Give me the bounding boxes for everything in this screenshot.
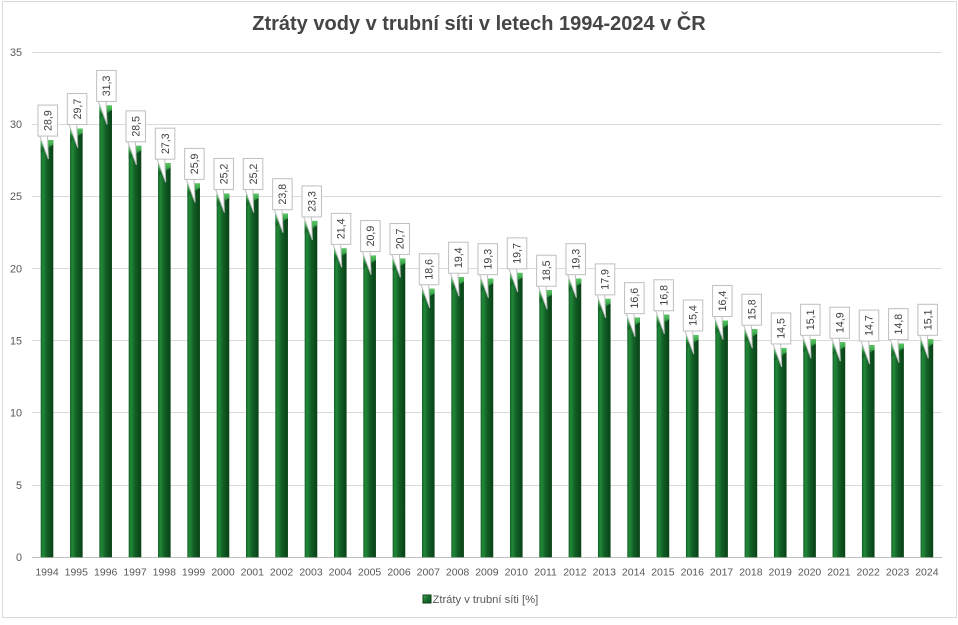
svg-text:0: 0 [16, 552, 22, 564]
svg-text:16,6: 16,6 [629, 288, 641, 309]
svg-text:20: 20 [10, 263, 22, 275]
svg-text:10: 10 [10, 408, 22, 420]
svg-text:1994: 1994 [35, 567, 59, 579]
svg-text:14,8: 14,8 [893, 314, 905, 335]
svg-text:14,7: 14,7 [864, 315, 876, 336]
svg-text:30: 30 [10, 119, 22, 131]
svg-text:19,3: 19,3 [482, 249, 494, 270]
svg-text:Ztráty vody v trubní síti v le: Ztráty vody v trubní síti v letech 1994-… [252, 11, 706, 35]
svg-text:19,3: 19,3 [570, 249, 582, 270]
svg-text:20,7: 20,7 [394, 229, 406, 250]
svg-text:15: 15 [10, 336, 22, 348]
svg-text:2016: 2016 [681, 567, 705, 579]
svg-text:15,8: 15,8 [746, 299, 758, 320]
svg-text:20,9: 20,9 [365, 226, 377, 247]
svg-text:2010: 2010 [505, 567, 529, 579]
svg-text:23,3: 23,3 [306, 191, 318, 212]
svg-text:25,2: 25,2 [248, 164, 260, 185]
svg-text:35: 35 [10, 47, 22, 59]
svg-text:25,9: 25,9 [189, 153, 201, 174]
svg-text:2009: 2009 [475, 567, 499, 579]
svg-text:2018: 2018 [739, 567, 763, 579]
svg-text:5: 5 [16, 480, 22, 492]
svg-text:15,4: 15,4 [688, 305, 700, 326]
svg-text:2014: 2014 [622, 567, 646, 579]
svg-text:1998: 1998 [153, 567, 177, 579]
svg-text:27,3: 27,3 [160, 133, 172, 154]
svg-text:14,9: 14,9 [834, 312, 846, 333]
svg-text:2003: 2003 [299, 567, 323, 579]
svg-text:17,9: 17,9 [600, 269, 612, 290]
svg-text:28,5: 28,5 [130, 116, 142, 137]
svg-text:31,3: 31,3 [101, 76, 113, 97]
svg-text:2008: 2008 [446, 567, 470, 579]
svg-text:2007: 2007 [417, 567, 441, 579]
svg-text:18,6: 18,6 [424, 259, 436, 280]
svg-text:29,7: 29,7 [72, 99, 84, 120]
svg-text:2023: 2023 [886, 567, 910, 579]
svg-text:Ztráty v trubní síti [%]: Ztráty v trubní síti [%] [433, 594, 539, 606]
svg-text:16,8: 16,8 [658, 285, 670, 306]
svg-text:2000: 2000 [211, 567, 235, 579]
svg-text:16,4: 16,4 [717, 291, 729, 312]
svg-text:2005: 2005 [358, 567, 382, 579]
svg-text:2013: 2013 [593, 567, 617, 579]
svg-text:15,1: 15,1 [922, 309, 934, 330]
svg-text:2020: 2020 [798, 567, 822, 579]
svg-text:2024: 2024 [915, 567, 939, 579]
svg-text:25,2: 25,2 [218, 164, 230, 185]
svg-text:15,1: 15,1 [805, 309, 817, 330]
svg-text:21,4: 21,4 [336, 218, 348, 239]
svg-text:2011: 2011 [534, 567, 557, 579]
svg-text:1997: 1997 [123, 567, 147, 579]
svg-text:2019: 2019 [769, 567, 793, 579]
svg-text:2021: 2021 [827, 567, 851, 579]
svg-text:2001: 2001 [241, 567, 265, 579]
svg-text:2012: 2012 [563, 567, 587, 579]
svg-text:25: 25 [10, 191, 22, 203]
svg-text:14,5: 14,5 [776, 318, 788, 339]
svg-text:19,7: 19,7 [512, 243, 524, 264]
svg-text:2022: 2022 [857, 567, 881, 579]
svg-text:18,5: 18,5 [541, 260, 553, 281]
svg-text:2006: 2006 [387, 567, 411, 579]
svg-text:2004: 2004 [329, 567, 353, 579]
svg-text:1996: 1996 [94, 567, 118, 579]
svg-text:23,8: 23,8 [277, 184, 289, 205]
svg-text:28,9: 28,9 [42, 110, 54, 131]
svg-text:2017: 2017 [710, 567, 734, 579]
svg-text:1995: 1995 [65, 567, 89, 579]
svg-text:2002: 2002 [270, 567, 294, 579]
svg-text:19,4: 19,4 [453, 247, 465, 268]
svg-text:1999: 1999 [182, 567, 206, 579]
svg-text:2015: 2015 [651, 567, 675, 579]
